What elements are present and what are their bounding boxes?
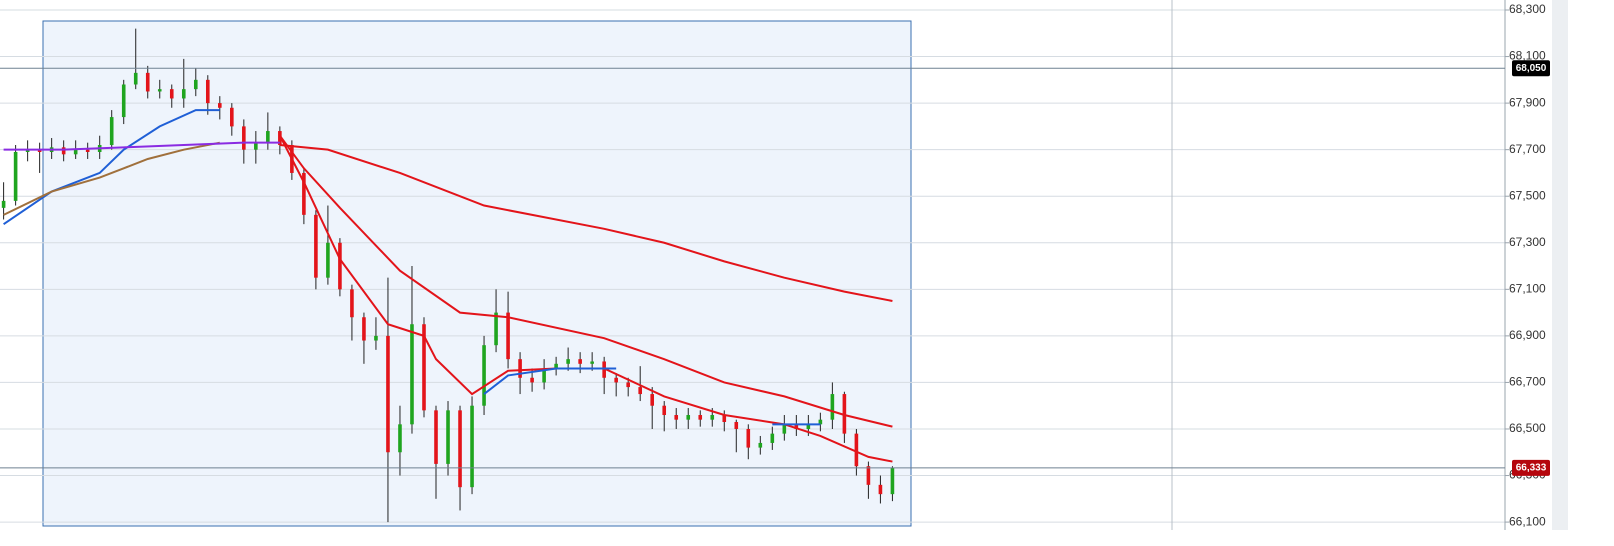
candle-body — [434, 410, 438, 464]
candle-body — [554, 363, 558, 369]
candle-body — [782, 424, 787, 434]
moving-average-line — [3, 141, 220, 216]
candle-body — [686, 415, 691, 420]
candle-body — [242, 126, 246, 150]
candle-body — [758, 442, 763, 448]
candle-body — [362, 317, 366, 341]
candle-body — [37, 149, 42, 152]
candle-body — [878, 484, 883, 495]
candle-body — [770, 433, 775, 443]
candle-body — [73, 149, 78, 155]
y-tick-label: 66,100 — [1509, 514, 1546, 528]
y-tick-label: 67,300 — [1509, 235, 1546, 249]
candle-body — [13, 151, 18, 201]
candle-body — [854, 433, 859, 467]
candle-body — [590, 361, 594, 364]
candle-body — [422, 324, 426, 411]
candle-body — [650, 394, 655, 406]
candle-body — [446, 410, 450, 464]
candle-body — [1, 200, 6, 208]
moving-average-line — [278, 135, 893, 463]
candle-body — [133, 72, 138, 85]
candle-body — [482, 345, 486, 406]
candle-body — [542, 368, 546, 383]
candle-body — [181, 89, 186, 99]
candle-body — [470, 405, 474, 488]
candle-body — [842, 394, 847, 434]
candle-body — [806, 424, 811, 429]
candle-body — [350, 289, 354, 318]
candle-body — [169, 89, 174, 99]
candle-body — [722, 415, 727, 422]
y-tick-label: 67,700 — [1509, 142, 1546, 156]
moving-average-line — [3, 141, 280, 151]
candle-body — [518, 359, 522, 378]
price-tag — [1512, 459, 1550, 476]
candle-body — [302, 172, 306, 215]
scroll-strip — [1552, 0, 1568, 530]
candle-body — [746, 428, 751, 448]
candle-body — [85, 149, 90, 152]
candle-body — [205, 79, 210, 104]
candle-body — [506, 312, 510, 360]
candle-body — [410, 324, 414, 425]
candle-body — [109, 117, 114, 146]
y-tick-label: 68,300 — [1509, 2, 1546, 16]
y-tick-label: 67,500 — [1509, 188, 1546, 202]
candle-body — [578, 359, 582, 364]
candle-body — [494, 312, 498, 346]
candle-body — [374, 335, 378, 341]
candle-body — [218, 103, 222, 108]
candle-body — [326, 242, 330, 278]
candle-body — [193, 79, 198, 90]
candle-body — [458, 410, 462, 488]
candle-body — [530, 377, 534, 383]
candle-body — [794, 424, 799, 429]
moving-average-line — [279, 135, 893, 428]
candle-body — [398, 424, 402, 453]
candle-body — [278, 131, 282, 146]
price-tag-label: 66,333 — [1516, 462, 1547, 473]
candle-body — [662, 405, 667, 416]
candle-body — [674, 415, 679, 420]
y-tick-label: 66,700 — [1509, 375, 1546, 389]
candle-body — [121, 84, 126, 118]
candle-body — [157, 89, 162, 92]
candle-body — [145, 72, 150, 92]
candle-body — [254, 142, 258, 150]
candle-body — [698, 415, 703, 420]
candle-body — [266, 131, 270, 143]
candle-body — [818, 419, 823, 425]
candle-body — [338, 242, 342, 290]
candle-body — [566, 359, 570, 364]
y-tick-label: 68,100 — [1509, 49, 1546, 63]
candle-body — [890, 467, 895, 495]
candle-body — [25, 149, 30, 152]
candle-body — [638, 387, 642, 395]
candle-body — [614, 377, 618, 383]
y-tick-label: 67,100 — [1509, 281, 1546, 295]
moving-average-line — [279, 144, 893, 302]
candle-body — [710, 415, 715, 420]
y-tick-label: 66,500 — [1509, 421, 1546, 435]
candle-body — [386, 335, 390, 453]
candle-body — [626, 382, 630, 388]
candle-body — [830, 394, 835, 420]
candle-body — [602, 361, 606, 378]
candle-body — [230, 107, 234, 127]
price-tag-label: 68,050 — [1516, 63, 1547, 74]
y-tick-label: 66,900 — [1509, 328, 1546, 342]
candle-body — [61, 147, 66, 155]
candle-body — [734, 421, 739, 429]
candle-body — [314, 214, 318, 278]
y-tick-label: 67,900 — [1509, 95, 1546, 109]
price-tag — [1512, 60, 1550, 77]
candle-body — [866, 466, 871, 485]
